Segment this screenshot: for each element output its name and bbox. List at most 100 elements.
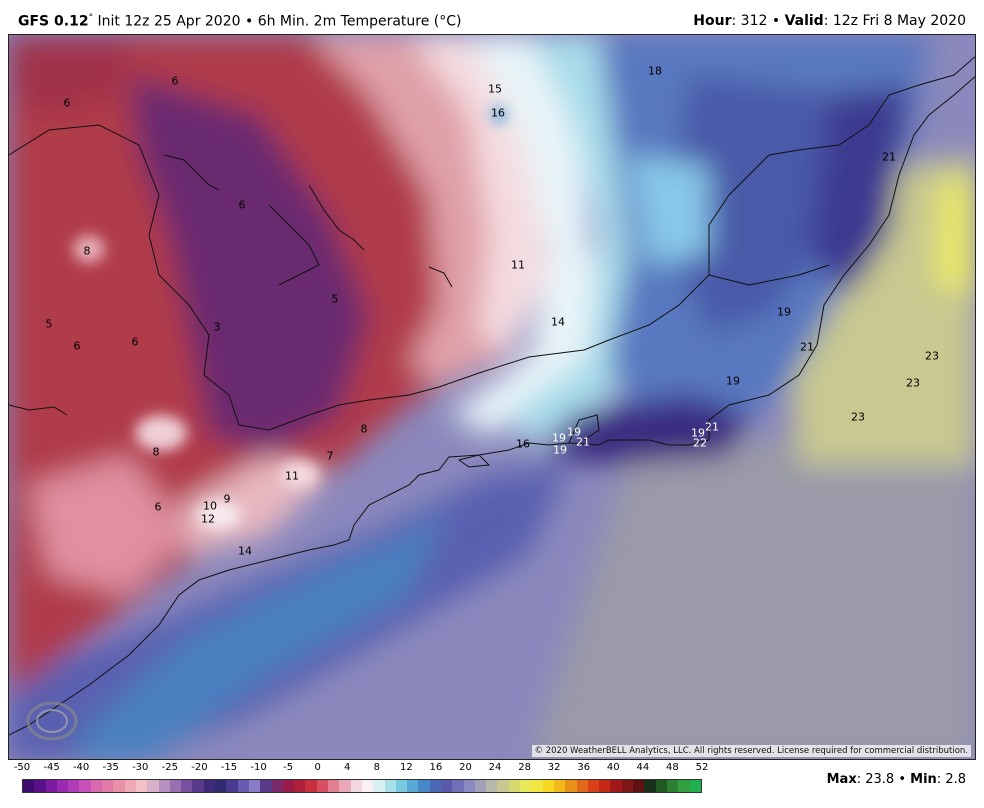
degree-mark: °	[88, 13, 94, 23]
colorbar-swatch	[271, 780, 283, 792]
colorbar-swatch	[215, 780, 227, 792]
colorbar-tick: 32	[547, 762, 561, 773]
min-value: : 2.8	[936, 772, 966, 787]
colorbar-swatch	[508, 780, 521, 792]
colorbar-ticks: -50 -45 -40 -35 -30 -25 -20 -15 -10 -5 0 4 8 12 16 20 24…	[14, 762, 709, 776]
colorbar-swatch	[237, 780, 249, 792]
colorbar-tick: 40	[606, 762, 620, 773]
contour-label: 5	[45, 317, 53, 331]
colorbar-swatch	[633, 780, 645, 792]
contour-label: 5	[331, 292, 339, 306]
header-right: Hour: 312 • Valid: 12z Fri 8 May 2020	[693, 13, 966, 29]
colorbar-swatch	[192, 780, 204, 792]
hour-value: : 312	[731, 13, 768, 29]
header-separator-2: •	[771, 13, 781, 29]
colorbar-tick: 12	[399, 762, 413, 773]
map-graphic	[9, 35, 975, 759]
colorbar-tick: -45	[43, 762, 60, 773]
colorbar-swatch	[407, 780, 419, 792]
colorbar-tick: 20	[459, 762, 472, 773]
max-label: Max	[826, 772, 857, 787]
colorbar-swatch	[226, 780, 238, 792]
colorbar-swatch	[678, 780, 690, 792]
colorbar-swatch	[147, 780, 159, 792]
colorbar-swatch	[294, 780, 306, 792]
colorbar-tick: -40	[72, 762, 90, 773]
contour-label: 12	[201, 512, 215, 526]
colorbar-tick: 44	[636, 762, 650, 773]
colorbar-tick: -30	[132, 762, 149, 773]
init-time: Init 12z 25 Apr 2020	[97, 13, 241, 30]
colorbar-swatch	[316, 780, 329, 792]
temperature-map[interactable]: 6 6 15 16 18 21 6 8 11 5 5 6 6 3 14 19 21 23 23 19 23 8 8 7 11 16…	[8, 34, 976, 760]
colorbar-swatch	[576, 780, 588, 792]
colorbar-tick: 52	[695, 762, 709, 773]
colorbar: -50 -45 -40 -35 -30 -25 -20 -15 -10 -5 0 4 8 12 16 20 24…	[14, 762, 709, 802]
colorbar-swatch	[429, 780, 441, 792]
colorbar-swatch	[565, 780, 577, 792]
colorbar-tick: 0	[314, 762, 321, 773]
colorbar-swatch	[339, 780, 351, 792]
colorbar-tick: 8	[373, 762, 380, 773]
colorbar-swatch	[553, 780, 566, 792]
max-min-stats: Max: 23.8 • Min: 2.8	[827, 772, 966, 787]
colorbar-swatch	[520, 780, 532, 792]
coastline-borders	[9, 56, 975, 736]
colorbar-swatch	[350, 780, 362, 792]
contour-label: 11	[511, 258, 525, 272]
colorbar-swatch	[418, 780, 430, 792]
colorbar-swatch	[474, 780, 487, 792]
model-name: GFS 0.12	[18, 13, 89, 30]
contour-label: 6	[171, 74, 179, 88]
colorbar-swatch	[587, 780, 600, 792]
colorbar-swatch	[158, 780, 170, 792]
colorbar-swatch	[440, 780, 453, 792]
colorbar-swatch	[282, 780, 295, 792]
colorbar-swatch	[463, 780, 475, 792]
colorbar-tick: 48	[666, 762, 679, 773]
colorbar-tick: -10	[250, 762, 267, 773]
contour-label: 11	[285, 469, 299, 483]
colorbar-swatch	[452, 780, 464, 792]
colorbar-swatch	[45, 780, 57, 792]
contour-label: 16	[516, 437, 530, 451]
colorbar-swatch	[666, 780, 679, 792]
header-separator: •	[244, 13, 254, 30]
contour-label: 19	[552, 431, 566, 445]
contour-label: 23	[906, 376, 920, 390]
contour-label: 22	[693, 436, 707, 450]
stats-separator: •	[898, 772, 907, 787]
colorbar-swatch	[124, 780, 136, 792]
contour-label: 19	[567, 425, 581, 439]
contour-label: 19	[691, 426, 705, 440]
contour-label: 18	[648, 64, 662, 78]
colorbar-swatch	[621, 780, 634, 792]
colorbar-swatch	[102, 780, 114, 792]
contour-label: 3	[213, 320, 221, 334]
colorbar-tick: 24	[488, 762, 502, 773]
colorbar-swatch	[395, 780, 408, 792]
contour-label: 10	[203, 499, 217, 513]
contour-label: 19	[777, 305, 791, 319]
contour-label: 6	[154, 500, 162, 514]
colorbar-tick: -25	[161, 762, 178, 773]
contour-label: 16	[491, 106, 505, 120]
colorbar-swatch	[373, 780, 385, 792]
colorbar-tick: 4	[344, 762, 351, 773]
colorbar-tick: -15	[220, 762, 238, 773]
contour-label: 21	[800, 340, 814, 354]
colorbar-swatch	[610, 780, 622, 792]
hour-label: Hour	[693, 13, 732, 29]
colorbar-tick: 16	[429, 762, 443, 773]
contour-label: 6	[131, 335, 139, 349]
colorbar-swatch	[531, 780, 543, 792]
contour-label: 14	[238, 544, 252, 558]
copyright-notice: © 2020 WeatherBELL Analytics, LLC. All r…	[531, 745, 971, 757]
header-left: GFS 0.12° Init 12z 25 Apr 2020 • 6h Min.…	[18, 13, 462, 30]
colorbar-swatch	[68, 780, 80, 792]
colorbar-swatch	[305, 780, 317, 792]
colorbar-tick: -20	[191, 762, 208, 773]
colorbar-tick: 36	[577, 762, 591, 773]
contour-label: 6	[63, 96, 71, 110]
colorbar-swatch	[361, 780, 374, 792]
